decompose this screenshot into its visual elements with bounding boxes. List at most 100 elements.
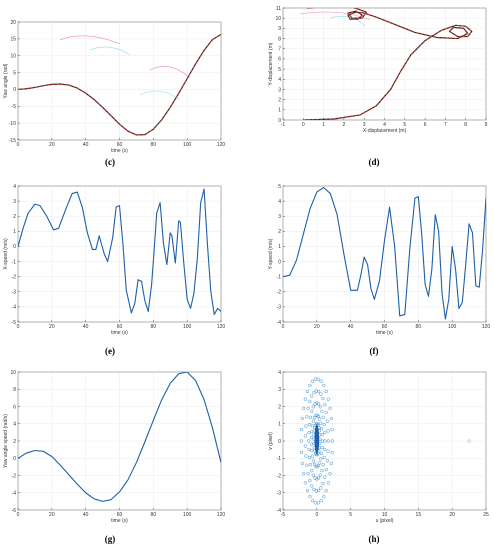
scatter-point: [303, 397, 307, 401]
scatter-point: [319, 379, 323, 383]
x-tick-label: 8: [464, 122, 467, 128]
y-tick-label: 10: [10, 54, 16, 60]
scatter-point: [319, 486, 323, 490]
scatter-point: [319, 392, 323, 396]
x-tick-label: 0: [282, 324, 285, 330]
x-tick-label: 0: [302, 122, 305, 128]
scatter-point: [314, 389, 318, 393]
scatter-point: [329, 461, 333, 466]
series-line-0: [18, 188, 221, 315]
scatter-point: [328, 406, 332, 410]
y-tick-label: 11: [276, 6, 281, 12]
x-tick-label: 120: [482, 324, 491, 330]
chart-panel-d: -1 0 1 2 3 4 5 6 7 8 901234567891011X-displacement…: [268, 6, 488, 167]
x-tick-label: 0: [315, 512, 318, 518]
chart-panel-h: -5 0 5 10 15 20 25 -4 -3 -2 -1 0 1 2 3 4 u (pixel) v (pix…: [268, 370, 489, 544]
scatter-point: [322, 494, 326, 499]
overlay-stroke: [139, 90, 181, 101]
x-tick-label: 10: [382, 512, 388, 518]
x-tick-label: 20: [49, 324, 55, 330]
scatter-point: [323, 447, 327, 452]
y-tick-label: 5: [278, 67, 281, 73]
y-tick-label: 1: [278, 108, 281, 114]
x-tick-label: 60: [382, 324, 388, 330]
scatter-point: [321, 415, 325, 419]
scatter-point: [323, 430, 327, 435]
scatter-point: [304, 424, 308, 428]
x-tick-label: 40: [83, 512, 89, 518]
x-tick-label: 60: [117, 512, 123, 518]
y-tick-label: -1: [277, 274, 282, 280]
y-tick-label: 10: [275, 16, 281, 22]
scatter-point: [318, 461, 322, 465]
y-tick-label: 0: [278, 439, 281, 445]
x-tick-label: 40: [83, 324, 89, 330]
scatter-point: [321, 463, 325, 467]
x-axis-label: time (s): [111, 518, 128, 524]
y-tick-label: -1: [12, 259, 17, 265]
y-tick-label: 0: [13, 87, 16, 93]
y-tick-label: -4: [12, 305, 17, 311]
series-line-0: [283, 186, 486, 320]
y-tick-label: 0: [278, 259, 281, 265]
scatter-point: [315, 465, 319, 469]
y-tick-label: -4: [277, 320, 282, 326]
scatter-point: [301, 406, 306, 410]
y-tick-label: 0: [278, 118, 281, 124]
scatter-point: [326, 439, 330, 443]
scatter-point: [322, 455, 326, 460]
scatter-point: [311, 473, 315, 477]
panel-caption-e: (e): [105, 346, 115, 356]
scatter-point: [308, 383, 312, 388]
x-tick-label: 100: [448, 324, 457, 330]
x-tick-label: 40: [83, 142, 89, 148]
chart-panel-c: 0 20 40 60 80 100 120 -15 -10 -5 0 5 10 15 20 time (s) Y…: [3, 20, 225, 167]
scatter-point: [330, 450, 334, 455]
panel-caption-c: (c): [105, 157, 115, 167]
x-axis-label: u (pixel): [376, 518, 394, 524]
x-tick-label: 1: [322, 122, 325, 128]
x-tick-label: 120: [217, 324, 226, 330]
y-tick-label: -3: [12, 290, 17, 296]
y-tick-label: -4: [277, 508, 282, 514]
scatter-point: [320, 432, 324, 437]
scatter-point: [307, 422, 312, 427]
y-tick-label: 9: [278, 26, 281, 32]
y-tick-label: 6: [13, 404, 16, 410]
y-tick-label: 5: [278, 184, 281, 190]
y-tick-label: 2: [278, 229, 281, 235]
scatter-point: [319, 421, 323, 425]
y-tick-label: 2: [278, 404, 281, 410]
scatter-point: [311, 405, 315, 409]
scatter-point: [310, 448, 314, 453]
y-axis-label: Y-displacement (m): [268, 42, 274, 85]
y-tick-label: 5: [13, 70, 16, 76]
scatter-point: [307, 439, 311, 443]
x-tick-label: 0: [17, 324, 20, 330]
y-tick-label: 4: [278, 199, 281, 205]
x-tick-label: 100: [183, 512, 192, 518]
y-tick-label: -2: [12, 274, 17, 280]
scatter-point: [324, 389, 328, 394]
x-tick-label: 20: [449, 512, 455, 518]
x-tick-label: 100: [183, 324, 192, 330]
overlay-stroke: [59, 35, 121, 45]
scatter-point: [307, 447, 311, 452]
scatter-point: [316, 488, 321, 493]
y-tick-label: 3: [13, 199, 16, 205]
scatter-point: [307, 430, 311, 435]
y-tick-label: 3: [278, 87, 281, 93]
y-tick-label: 1: [278, 422, 281, 428]
series-line-0: [18, 372, 221, 502]
scatter-point: [305, 389, 310, 394]
scatter-point: [316, 377, 320, 381]
y-axis-label: Yaw angle (rad): [3, 63, 9, 98]
x-tick-label: 80: [151, 512, 157, 518]
x-tick-label: 80: [151, 324, 157, 330]
scatter-point: [310, 499, 315, 503]
chart-panel-g: 0 20 40 60 80 100 120 -6 -4 -2 0 2 4 6 8 10 time (s) Yaw …: [3, 370, 225, 544]
scatter-point: [311, 459, 316, 463]
x-tick-label: 7: [444, 122, 447, 128]
scatter-point: [308, 399, 312, 404]
y-tick-label: 3: [278, 387, 281, 393]
